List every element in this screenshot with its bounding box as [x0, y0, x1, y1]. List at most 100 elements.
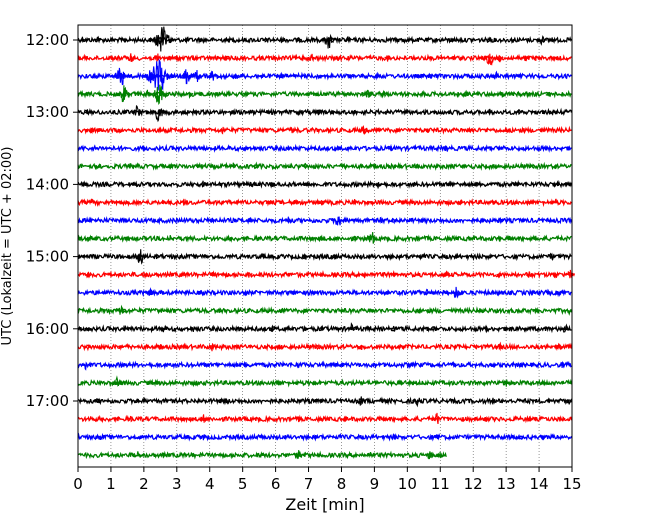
trace-event: [301, 253, 309, 260]
trace-event: [193, 380, 201, 387]
trace-event: [539, 379, 546, 386]
trace-event: [120, 363, 128, 368]
trace-event: [377, 217, 385, 224]
trace-event: [308, 181, 316, 187]
trace-1415: [77, 198, 573, 208]
trace-event: [552, 198, 559, 205]
trace-event: [374, 127, 382, 133]
trace-event: [450, 55, 457, 61]
trace-event: [84, 91, 92, 97]
trace-1500: [77, 249, 572, 265]
trace-event: [496, 165, 503, 169]
trace-event: [380, 89, 388, 99]
x-tick-label: 0: [73, 475, 83, 493]
trace-event: [410, 54, 418, 62]
trace-event: [539, 127, 546, 133]
trace-event: [86, 198, 95, 205]
trace-event: [222, 38, 230, 42]
x-tick-label: 10: [398, 475, 417, 493]
trace-event: [436, 451, 444, 459]
trace-event: [331, 254, 339, 260]
trace-event: [505, 326, 513, 332]
trace-event: [242, 145, 250, 151]
trace-event: [551, 182, 559, 188]
trace-event: [278, 308, 287, 314]
trace-event: [219, 126, 227, 135]
trace-event: [558, 289, 566, 296]
trace-event: [380, 416, 388, 422]
y-tick-label: 16:00: [26, 320, 69, 338]
trace-event: [364, 325, 372, 332]
trace-1330: [77, 143, 572, 153]
trace-1545: [77, 304, 573, 316]
trace-event: [555, 74, 563, 81]
trace-event: [301, 162, 309, 169]
trace-event: [91, 145, 98, 152]
trace-event: [265, 200, 273, 207]
trace-event: [252, 161, 260, 170]
trace-event: [199, 146, 207, 151]
trace-1245: [77, 84, 572, 105]
trace-noise: [77, 161, 572, 171]
trace-event: [532, 235, 540, 241]
trace-event: [242, 90, 250, 97]
trace-event: [324, 128, 332, 133]
trace-event: [466, 126, 474, 134]
trace-event: [505, 236, 513, 241]
trace-event: [489, 361, 497, 368]
trace-event: [318, 200, 326, 206]
trace-event: [314, 109, 322, 116]
trace-event: [199, 290, 207, 296]
trace-event: [179, 271, 187, 277]
trace-event: [318, 325, 326, 331]
x-tick-label: 13: [497, 475, 516, 493]
x-tick-label: 15: [562, 475, 581, 493]
trace-1300: [77, 105, 573, 123]
trace-event: [311, 290, 319, 295]
trace-event: [246, 272, 253, 278]
trace-event: [140, 271, 148, 280]
trace-event: [345, 322, 357, 333]
trace-event: [486, 108, 494, 114]
trace-event: [249, 182, 257, 188]
trace-event: [149, 108, 167, 123]
trace-event: [198, 414, 209, 423]
trace-event: [193, 109, 200, 115]
trace-event: [279, 36, 286, 43]
trace-event: [141, 58, 176, 91]
trace-event: [148, 26, 176, 52]
trace-event: [412, 397, 423, 408]
trace-1700: [77, 396, 573, 408]
trace-event: [305, 91, 312, 98]
trace-event: [209, 270, 217, 278]
trace-event: [84, 343, 92, 352]
x-tick-label: 7: [304, 475, 314, 493]
trace-event: [153, 380, 161, 385]
trace-event: [199, 180, 207, 187]
trace-event: [295, 416, 303, 423]
trace-event: [548, 110, 556, 115]
x-tick-label: 2: [139, 475, 149, 493]
trace-event: [319, 33, 337, 49]
trace-event: [334, 326, 342, 331]
trace-1645: [77, 375, 573, 388]
trace-event: [84, 326, 92, 332]
trace-event: [152, 53, 162, 64]
trace-event: [275, 345, 283, 350]
trace-event: [156, 218, 164, 224]
trace-1745: [77, 450, 447, 460]
trace-event: [94, 398, 102, 404]
trace-event: [275, 380, 283, 386]
trace-event: [295, 108, 303, 116]
trace-event: [495, 341, 504, 350]
trace-event: [532, 55, 540, 62]
trace-event: [450, 360, 457, 368]
trace-event: [159, 452, 168, 458]
trace-event: [311, 380, 319, 386]
trace-event: [496, 289, 503, 296]
trace-event: [110, 67, 131, 86]
trace-event: [397, 200, 404, 206]
y-tick-label: 13:00: [26, 103, 69, 121]
trace-event: [371, 163, 378, 169]
trace-event: [459, 164, 467, 170]
